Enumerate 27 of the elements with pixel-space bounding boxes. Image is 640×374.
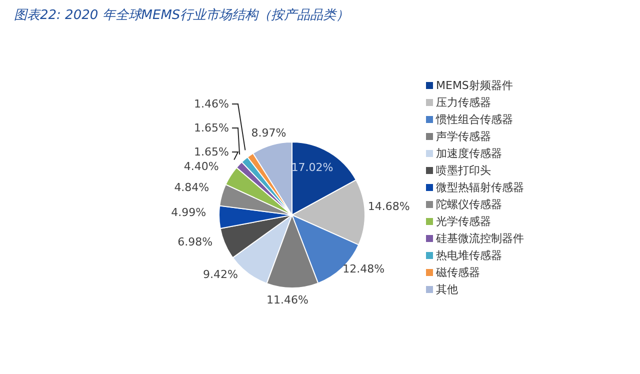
legend-label: 陀螺仪传感器: [436, 197, 502, 212]
legend-label: 压力传感器: [436, 95, 491, 110]
legend-label: 微型热辐射传感器: [436, 180, 524, 195]
legend-label: 惯性组合传感器: [436, 112, 513, 127]
data-label: 8.97%: [251, 126, 286, 140]
data-label: 4.84%: [174, 181, 210, 194]
data-label: 4.40%: [184, 160, 219, 173]
legend-label: 磁传感器: [436, 265, 480, 280]
data-label: 9.42%: [203, 268, 238, 281]
data-label: 1.65%: [194, 122, 229, 134]
legend-label: MEMS射频器件: [436, 78, 513, 93]
legend-label: 声学传感器: [436, 129, 491, 144]
data-label: 4.99%: [171, 206, 206, 219]
legend-label: 其他: [436, 282, 458, 297]
data-label: 6.98%: [178, 235, 213, 248]
legend-label: 光学传感器: [436, 214, 491, 229]
data-label: 1.46%: [194, 98, 229, 110]
data-label: 14.68%: [368, 200, 410, 214]
chart-title: 图表22: 2020 年全球MEMS行业市场结构（按产品品类）: [14, 7, 350, 24]
legend-label: 热电堆传感器: [436, 248, 502, 263]
data-label: 11.46%: [266, 294, 308, 306]
legend-label: 喷墨打印头: [436, 163, 491, 178]
data-label: 17.02%: [291, 160, 334, 174]
data-label: 1.65%: [194, 146, 229, 158]
legend-label: 硅基微流控制器件: [436, 231, 524, 246]
data-label: 12.48%: [342, 262, 385, 276]
legend-label: 加速度传感器: [436, 146, 502, 161]
